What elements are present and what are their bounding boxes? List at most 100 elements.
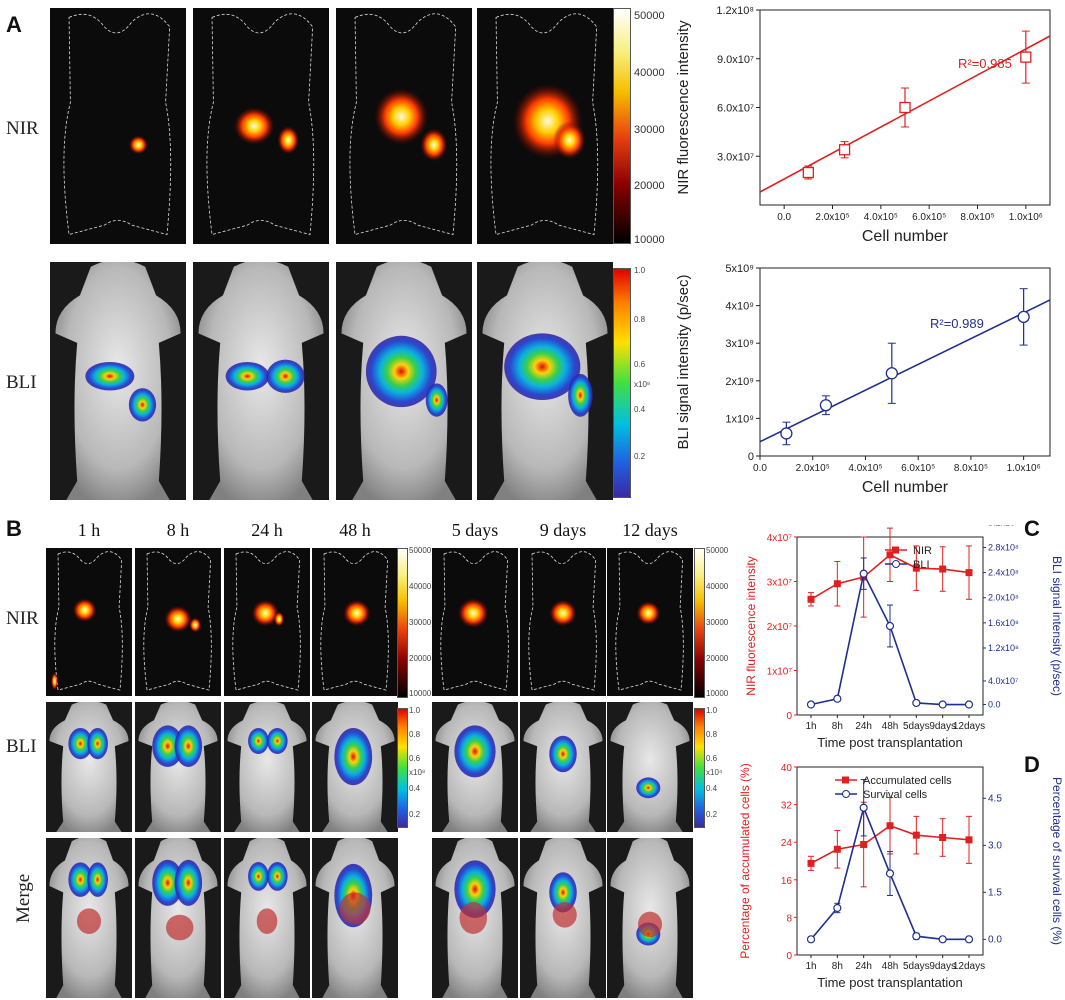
time-header-3: 24 h xyxy=(251,520,283,540)
y-tick-label-left: 3x10⁷ xyxy=(767,578,793,589)
colorbar-bli-b xyxy=(397,708,408,828)
data-point xyxy=(780,427,793,440)
r-squared-annotation: R²=0.985 xyxy=(958,56,1012,71)
legend-marker xyxy=(892,560,900,568)
data-point xyxy=(859,569,868,578)
time-header-7: 12 days xyxy=(622,520,678,540)
y-tick-label-left: 8 xyxy=(786,913,792,924)
bioluminescence-signal xyxy=(334,728,373,786)
fluorescence-signal xyxy=(553,121,586,160)
y-tick-label-left: 4x10⁷ xyxy=(767,533,793,544)
mouse-outline xyxy=(64,14,171,235)
mouse-body xyxy=(227,702,307,832)
x-tick-label: 48h xyxy=(882,721,899,732)
cbar-nir-b-tick: 40000 xyxy=(409,582,432,591)
x-tick-label: 0.0 xyxy=(777,212,791,223)
cbar-nir-b-tick: 10000 xyxy=(409,689,432,698)
data-point xyxy=(965,569,973,577)
cbar-nir-b2-tick: 40000 xyxy=(706,582,729,591)
merge-image-b7 xyxy=(607,838,693,998)
fluorescence-signal xyxy=(189,617,202,633)
cbar-bli-b-tick: 0.2 xyxy=(409,810,421,819)
bioluminescence-signal xyxy=(267,862,288,891)
cbar-nir-b2-tick: 10000 xyxy=(706,689,729,698)
mouse-outline xyxy=(350,14,457,235)
y-tick-label-right: 4.0x10⁷ xyxy=(988,676,1018,686)
data-point xyxy=(833,903,842,913)
fluorescence-signal xyxy=(72,598,97,622)
y-axis-label: BLI signal intensity (p/sec) xyxy=(675,274,692,449)
fluorescence-signal xyxy=(457,598,489,628)
cbar-nir-a-tick: 50000 xyxy=(634,10,665,22)
cbar-bli-b2-tick: 0.2 xyxy=(706,810,718,819)
cbar-bli-b2-tick: 0.4 xyxy=(706,784,718,793)
fit-line xyxy=(759,299,1051,443)
bioluminescence-signal xyxy=(568,373,593,417)
cbar-nir-b-tick: 30000 xyxy=(409,618,432,627)
y-tick-label: 6.0x10⁷ xyxy=(717,103,754,115)
legend-marker xyxy=(892,546,899,554)
cbar-nir-a-tick: 20000 xyxy=(634,180,665,192)
bioluminescence-signal xyxy=(267,728,288,754)
data-point xyxy=(886,822,894,830)
bli-image-b4 xyxy=(312,702,398,832)
merged-signal xyxy=(339,892,371,925)
x-tick-label: 4.0x10⁵ xyxy=(848,463,882,474)
bli-image-b6 xyxy=(520,702,606,832)
data-point xyxy=(807,595,815,603)
x-tick-label: 8.0x10⁵ xyxy=(960,212,994,223)
bioluminescence-signal xyxy=(128,388,157,422)
x-tick-label: 6.0x10⁵ xyxy=(901,463,935,474)
cbar-nir-a-tick: 30000 xyxy=(634,124,665,136)
bli-image-b2 xyxy=(135,702,221,832)
data-point xyxy=(886,551,894,559)
bioluminescence-signal xyxy=(549,735,577,773)
colorbar-bli-a xyxy=(613,268,631,498)
y-tick-label-left: 0 xyxy=(786,711,792,722)
x-tick-label: 5days xyxy=(903,961,930,972)
y-tick-label-left: 1x10⁷ xyxy=(767,667,793,678)
data-point xyxy=(833,845,841,853)
legend-marker xyxy=(842,776,849,784)
y-tick-label-right: 1.5 xyxy=(988,887,1002,898)
cbar-bli-b-tick: 1.0 xyxy=(409,706,421,715)
y-axis-label-left: Percentage of accumulated cells (%) xyxy=(738,763,752,958)
colorbar-nir-a xyxy=(613,8,631,244)
y-axis-label-right: BLI signal intensity (p/sec) xyxy=(1050,556,1064,696)
mouse-outline xyxy=(616,552,684,690)
nir-image-b6 xyxy=(520,548,606,696)
cbar-bli-a-tick: 0.6 xyxy=(634,360,646,369)
fluorescence-signal xyxy=(342,599,371,627)
cbar-nir-b2-tick: 20000 xyxy=(706,654,729,663)
bli-image-b3 xyxy=(224,702,310,832)
data-point xyxy=(939,565,947,573)
chart-a-nir: 0.0 2.0x10⁵ 4.0x10⁵ 6.0x10⁵ 8.0x10⁵ 1.0x10⁶ 3.… xyxy=(675,5,1051,245)
panel-label-d: D xyxy=(1024,752,1040,777)
y-tick-label-left: 16 xyxy=(781,876,793,887)
fluorescence-signal xyxy=(277,126,300,155)
cbar-bli-a-tick: 0.8 xyxy=(634,315,646,324)
mouse-outline xyxy=(529,552,597,690)
cbar-bli-a-tick: x10⁸ xyxy=(634,380,651,389)
data-point xyxy=(964,935,974,944)
x-tick-label: 2.0x10⁵ xyxy=(815,212,849,223)
mouse-outline xyxy=(233,552,301,690)
x-tick-label: 9days xyxy=(929,721,956,732)
y-axis-label-left: NIR fluorescence intensity xyxy=(744,556,758,695)
nir-image-b4 xyxy=(312,548,398,696)
x-tick-label: 5days xyxy=(903,721,930,732)
y-tick-label-right: 0.0 xyxy=(988,934,1002,945)
cbar-bli-b2-tick: 0.8 xyxy=(706,730,718,739)
y-axis-label-right: Percentage of survival cells (%) xyxy=(1050,777,1064,945)
panel-label-a: A xyxy=(6,12,22,37)
nir-image-b1 xyxy=(46,548,132,696)
merged-signal xyxy=(459,902,488,934)
y-tick-label-left: 2x10⁷ xyxy=(767,622,793,633)
cbar-bli-b2-tick: 1.0 xyxy=(706,706,718,715)
fluorescence-signal xyxy=(164,605,192,633)
bioluminescence-signal xyxy=(152,725,184,767)
colorbar-nir-b xyxy=(397,548,408,698)
bli-image-a1 xyxy=(50,262,186,500)
mouse-body xyxy=(610,702,690,832)
